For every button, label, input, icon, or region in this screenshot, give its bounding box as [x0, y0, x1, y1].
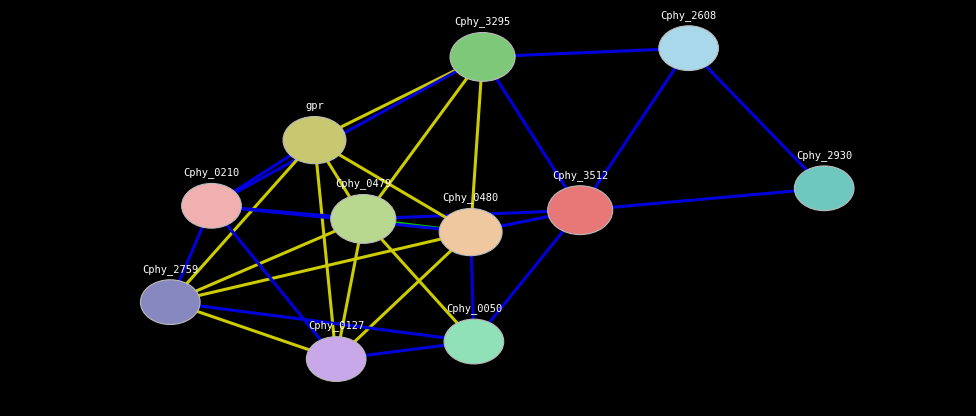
Text: Cphy_0480: Cphy_0480: [442, 192, 499, 203]
Ellipse shape: [331, 195, 396, 243]
Text: Cphy_0210: Cphy_0210: [183, 167, 239, 178]
Text: Cphy_2930: Cphy_2930: [796, 150, 852, 161]
Ellipse shape: [794, 166, 854, 210]
Ellipse shape: [659, 26, 718, 71]
Ellipse shape: [182, 183, 241, 228]
Ellipse shape: [548, 186, 613, 235]
Text: Cphy_2608: Cphy_2608: [661, 10, 716, 20]
Ellipse shape: [450, 32, 515, 81]
Text: gpr: gpr: [305, 101, 324, 111]
Text: Cphy_0479: Cphy_0479: [335, 178, 391, 189]
Ellipse shape: [444, 319, 504, 364]
Ellipse shape: [306, 337, 366, 381]
Text: Cphy_2759: Cphy_2759: [142, 264, 198, 275]
Ellipse shape: [439, 208, 502, 256]
Ellipse shape: [283, 116, 346, 164]
Text: Cphy_0050: Cphy_0050: [446, 303, 502, 314]
Text: Cphy_0127: Cphy_0127: [308, 321, 364, 332]
Ellipse shape: [141, 280, 200, 324]
Text: Cphy_3512: Cphy_3512: [552, 170, 608, 181]
Text: Cphy_3295: Cphy_3295: [455, 16, 510, 27]
